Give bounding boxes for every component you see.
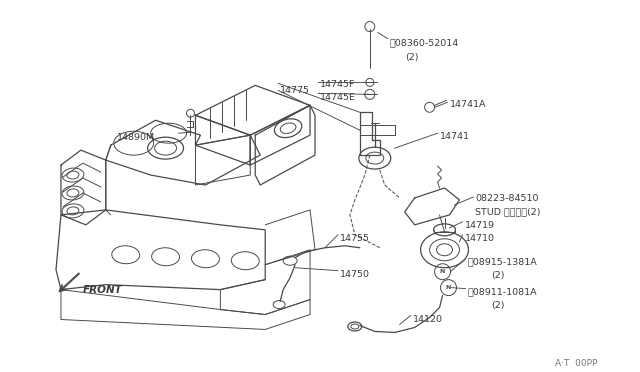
Text: Ⓞ08915-1381A: Ⓞ08915-1381A <box>467 258 537 267</box>
Text: A·T  00PP: A·T 00PP <box>555 359 598 368</box>
Text: 14890M: 14890M <box>116 133 155 142</box>
Text: 14710: 14710 <box>465 234 495 243</box>
Text: FRONT: FRONT <box>83 285 123 295</box>
Text: 14745F: 14745F <box>320 80 355 89</box>
Text: Ⓝ08360-52014: Ⓝ08360-52014 <box>390 39 459 48</box>
Text: 14120: 14120 <box>413 314 443 324</box>
Text: 14775: 14775 <box>280 86 310 95</box>
Text: (2): (2) <box>492 271 505 280</box>
Text: (2): (2) <box>492 301 505 310</box>
Text: 08223-84510: 08223-84510 <box>476 194 539 203</box>
Text: 14755: 14755 <box>340 234 370 243</box>
Text: Ⓞ08911-1081A: Ⓞ08911-1081A <box>467 288 537 296</box>
Text: STUD スタッド(2): STUD スタッド(2) <box>476 207 541 216</box>
Text: 14745E: 14745E <box>320 93 356 102</box>
Text: 14719: 14719 <box>465 221 495 230</box>
Text: N: N <box>440 269 445 274</box>
Text: 14741: 14741 <box>440 132 470 141</box>
Text: 14741A: 14741A <box>449 100 486 109</box>
Text: N: N <box>446 285 451 290</box>
Text: 14750: 14750 <box>340 270 370 279</box>
Text: (2): (2) <box>404 52 418 61</box>
